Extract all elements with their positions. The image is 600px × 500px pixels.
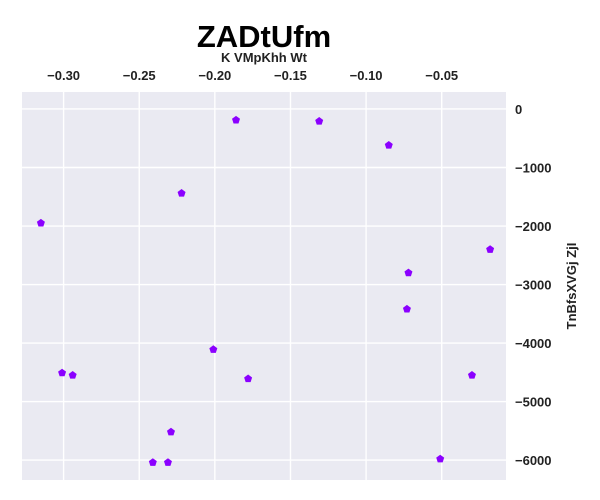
data-point — [486, 245, 495, 253]
data-point — [209, 345, 218, 353]
data-point — [58, 368, 67, 377]
data-point — [467, 371, 476, 379]
data-point — [244, 374, 253, 383]
data-point — [404, 268, 413, 277]
x-tick-label: −0.10 — [350, 68, 383, 83]
data-point — [68, 371, 77, 379]
plot-background — [22, 92, 506, 480]
y-tick-label: −4000 — [515, 336, 552, 351]
data-point — [436, 454, 445, 463]
y-tick-labels: 0 −1000 −2000 −3000 −4000 −5000 −6000 — [515, 102, 552, 468]
y-tick-label: −6000 — [515, 453, 552, 468]
y-axis-label: TnBfsXVGj ZjI — [564, 243, 579, 330]
y-tick-label: −3000 — [515, 278, 552, 293]
y-tick-label: −5000 — [515, 395, 552, 410]
data-point — [163, 458, 172, 466]
data-point — [402, 304, 411, 313]
y-tick-label: 0 — [515, 102, 522, 117]
x-tick-label: −0.25 — [123, 68, 156, 83]
data-point — [384, 141, 393, 149]
grid-lines — [22, 92, 506, 480]
x-tick-labels: −0.30 −0.25 −0.20 −0.15 −0.10 −0.05 — [47, 68, 458, 83]
y-tick-label: −1000 — [515, 160, 552, 175]
data-points — [36, 115, 495, 466]
x-tick-label: −0.30 — [47, 68, 80, 83]
data-point — [177, 189, 186, 197]
data-point — [232, 115, 241, 124]
x-tick-label: −0.05 — [425, 68, 458, 83]
data-point — [36, 218, 45, 227]
x-tick-label: −0.15 — [274, 68, 307, 83]
data-point — [166, 427, 175, 436]
x-tick-label: −0.20 — [198, 68, 231, 83]
data-point — [315, 117, 324, 125]
y-tick-label: −2000 — [515, 219, 552, 234]
x-axis-label: K VMpKhh Wt — [221, 50, 308, 65]
data-point — [148, 458, 157, 466]
chart-title: ZADtUfm — [197, 19, 331, 54]
